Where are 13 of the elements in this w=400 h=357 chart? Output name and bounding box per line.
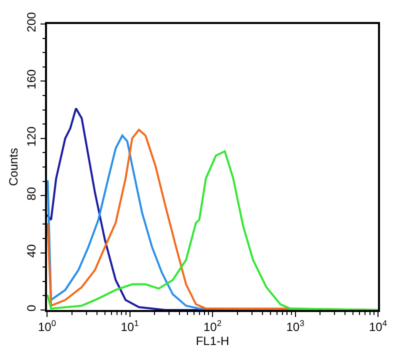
y-tick-label: 40 xyxy=(24,244,38,258)
x-axis-title: FL1-H xyxy=(196,334,230,348)
y-tick-label: 200 xyxy=(24,12,38,32)
y-tick-label: 160 xyxy=(24,69,38,90)
x-tick-label: 10$^{0}$ xyxy=(38,318,56,334)
y-tick-label: 0 xyxy=(24,304,38,312)
x-tick-label: 10$^{3}$ xyxy=(286,318,305,334)
x-tick-label: 10$^{2}$ xyxy=(203,318,222,334)
x-tick-label: 10$^{1}$ xyxy=(120,318,140,334)
y-tick-label: 80 xyxy=(24,186,38,200)
x-tick-label: 10$^{4}$ xyxy=(368,318,388,334)
y-axis-title: Counts xyxy=(6,148,20,186)
y-tick-label: 120 xyxy=(24,126,38,147)
